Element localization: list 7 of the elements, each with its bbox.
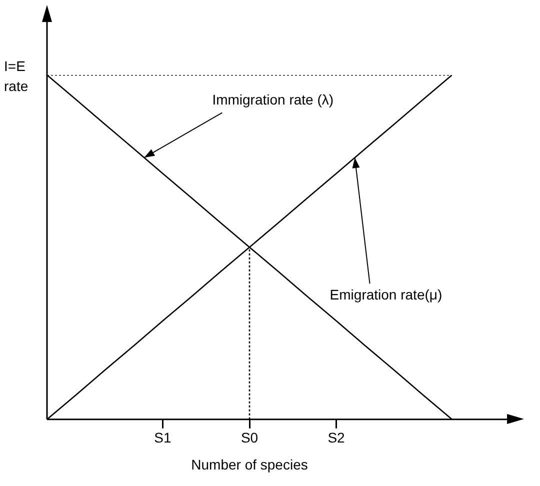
x-tick-label: S0: [240, 430, 258, 446]
y-axis-title: I=E rate: [4, 58, 28, 94]
x-tick-label: S1: [154, 430, 172, 446]
x-axis-title: Number of species: [191, 456, 308, 472]
annotation: Emigration rate(μ): [330, 286, 442, 303]
x-tick-label: S2: [328, 430, 346, 446]
annotation: Immigration rate (λ): [212, 92, 334, 108]
